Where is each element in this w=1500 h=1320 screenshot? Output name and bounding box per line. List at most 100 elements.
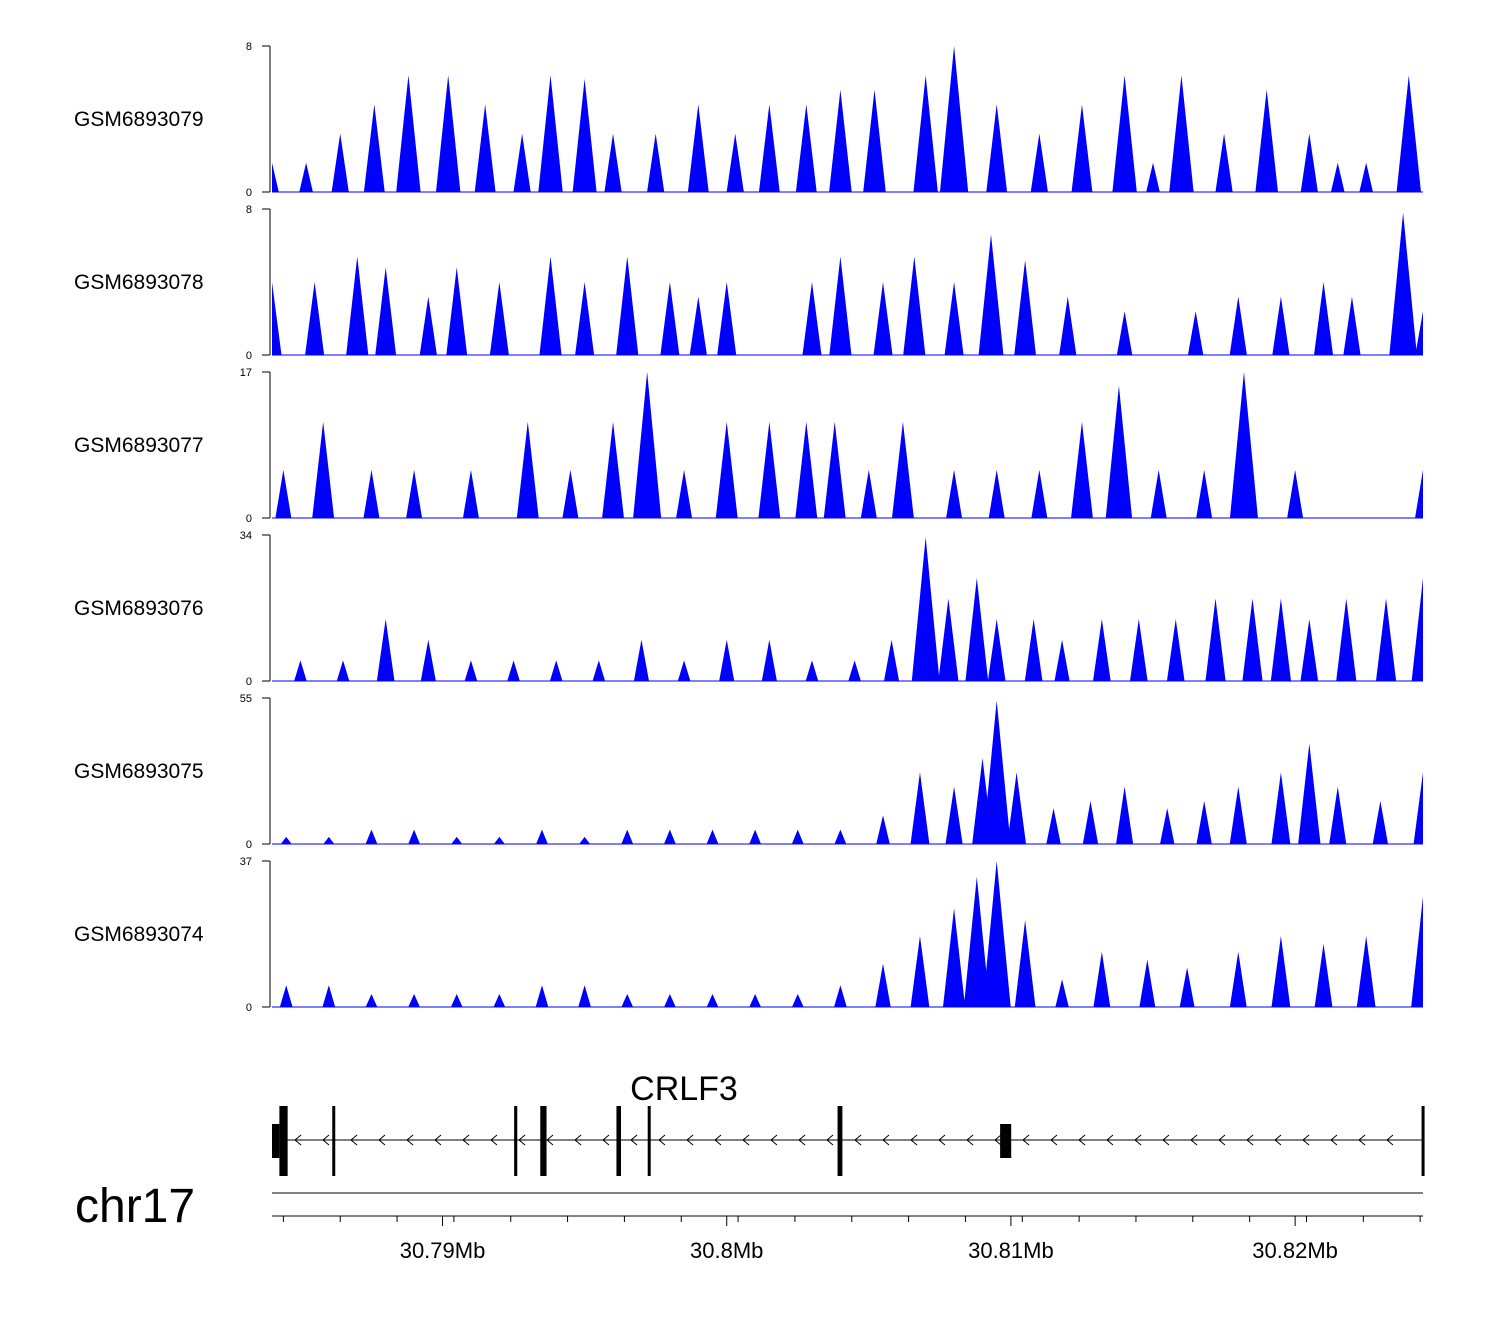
signal-peak (1139, 959, 1156, 1007)
y-tick-label-zero: 0 (246, 513, 252, 525)
x-tick-label: 30.8Mb (690, 1238, 763, 1263)
signal-peak (1229, 951, 1247, 1007)
signal-peak (802, 282, 822, 355)
strand-chevron (1218, 1134, 1226, 1146)
strand-chevron (546, 1134, 554, 1146)
signal-peak (1272, 296, 1290, 355)
signal-peak (464, 660, 478, 681)
track-GSM6893078: GSM6893078 8 0 (74, 204, 1423, 362)
signal-peak (396, 75, 421, 192)
track-GSM6893079: GSM6893079 8 0 (74, 41, 1423, 199)
signal-peak (1287, 469, 1304, 518)
y-tick-label-max: 17 (240, 367, 252, 379)
strand-chevron (826, 1134, 834, 1146)
signal-peak (664, 993, 676, 1007)
signal-peak (1112, 75, 1137, 192)
signal-peak (706, 829, 719, 844)
signal-peak (1270, 598, 1291, 681)
signal-peak (689, 296, 707, 355)
signal-peak (1116, 311, 1133, 355)
gene-label: CRLF3 (630, 1070, 738, 1108)
signal-peak (1082, 800, 1099, 844)
signal-peak (963, 876, 990, 1007)
exon (837, 1106, 843, 1176)
signal-peak (1187, 311, 1204, 355)
track-label: GSM6893076 (74, 597, 204, 620)
signal-peak (1300, 133, 1318, 192)
signal-peak (982, 700, 1011, 844)
signal-peak (1055, 979, 1069, 1007)
signal-peak (1014, 260, 1036, 355)
strand-chevron (882, 1134, 890, 1146)
signal-peak (1031, 469, 1048, 518)
strand-chevron (406, 1134, 414, 1146)
signal-peak (791, 993, 804, 1007)
signal-peak (562, 469, 579, 518)
signal-peak (1330, 162, 1345, 192)
signal-peak (939, 46, 969, 192)
signal-peak (272, 282, 282, 355)
signal-peak (365, 829, 378, 844)
signal-peak (572, 78, 597, 192)
y-tick-label-zero: 0 (246, 1002, 252, 1014)
signal-peak (604, 133, 622, 192)
signal-peak (363, 104, 385, 192)
strand-chevron (322, 1134, 330, 1146)
signal-peak (375, 267, 397, 355)
signal-peak (1030, 133, 1048, 192)
strand-chevrons (294, 1134, 1394, 1146)
signal-peak (978, 234, 1004, 355)
signal-peak (848, 660, 861, 681)
signal-peak (578, 985, 591, 1007)
signal-peak (863, 89, 886, 192)
strand-chevron (1302, 1134, 1310, 1146)
gene-model-crlf3: CRLF3 (272, 1070, 1425, 1176)
signal-peak (873, 282, 893, 355)
signal-peak (910, 935, 930, 1007)
signal-peak (489, 282, 509, 355)
signal-peak (322, 985, 336, 1007)
strand-chevron (1386, 1134, 1394, 1146)
strand-chevron (630, 1134, 638, 1146)
signal-peak (1375, 598, 1397, 681)
strand-chevron (1274, 1134, 1282, 1146)
strand-chevron (938, 1134, 946, 1146)
signal-peak (749, 829, 762, 844)
strand-chevron (490, 1134, 498, 1146)
signal-peak (549, 660, 563, 681)
signal-peak (726, 133, 744, 192)
strand-chevron (1134, 1134, 1142, 1146)
signal-peak (1314, 282, 1334, 355)
signal-peak (1415, 469, 1423, 518)
signal-peak (1413, 772, 1423, 844)
signal-peak (1336, 598, 1357, 681)
signal-peak (331, 133, 349, 192)
strand-chevron (1022, 1134, 1030, 1146)
strand-chevron (966, 1134, 974, 1146)
track-GSM6893076: GSM6893076 34 0 (74, 530, 1423, 688)
exon (647, 1106, 651, 1176)
signal-peak (621, 829, 634, 844)
signal-peak (1146, 162, 1160, 192)
signal-peak (938, 598, 959, 681)
signal-peak (1389, 212, 1417, 355)
genome-axis: 30.79Mb 30.8Mb 30.81Mb 30.82Mb (272, 1192, 1423, 1263)
signal-peak (1298, 743, 1321, 844)
y-tick-label-zero: 0 (246, 839, 252, 851)
signal-peak (419, 296, 437, 355)
signal-peak (633, 372, 662, 518)
coverage-tracks: GSM689307980GSM689307880GSM6893077170GSM… (74, 41, 1423, 1014)
signal-peak (761, 639, 777, 681)
track-GSM6893077: GSM6893077 17 0 (74, 367, 1423, 525)
signal-peak (436, 75, 461, 192)
signal-peak (986, 104, 1008, 192)
signal-peak (1314, 943, 1333, 1007)
signal-peak (829, 89, 852, 192)
signal-peak (1166, 619, 1185, 681)
exon-blocks (272, 1106, 1425, 1176)
signal-peak (516, 421, 539, 518)
signal-peak (536, 829, 548, 844)
signal-peak (988, 469, 1005, 518)
signal-peak (946, 469, 963, 518)
signal-peak (942, 908, 966, 1007)
